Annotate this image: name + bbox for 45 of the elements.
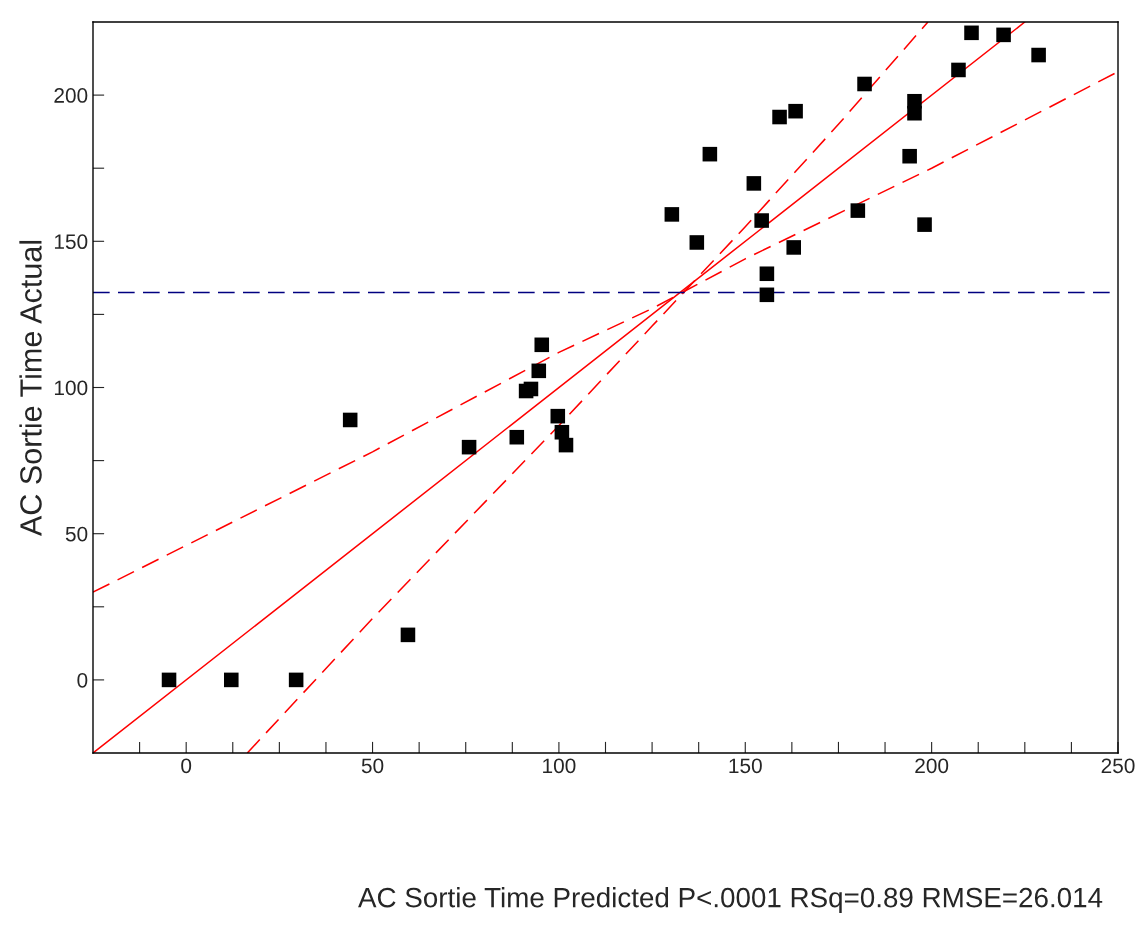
x-tick-label: 0: [181, 758, 192, 774]
x-axis-title: AC Sortie Time Predicted P<.0001 RSq=0.89 RMSE=26.014: [358, 887, 1103, 913]
point: [689, 235, 705, 250]
point: [1031, 47, 1046, 63]
y-tick-label: 100: [54, 380, 88, 396]
point: [951, 62, 966, 78]
point: [964, 25, 979, 41]
point: [857, 76, 872, 92]
x-tick-label: 100: [543, 758, 576, 774]
y-axis-title: AC Sortie Time Actual: [19, 240, 42, 537]
point: [702, 146, 718, 162]
point: [850, 203, 866, 218]
point: [996, 27, 1011, 43]
point: [523, 381, 539, 397]
point: [917, 217, 932, 232]
point: [902, 148, 917, 164]
point: [400, 627, 416, 643]
y-tick-label: 200: [54, 88, 88, 103]
point: [772, 109, 787, 125]
point: [754, 213, 769, 228]
x-tick-label: 200: [915, 758, 949, 774]
point: [531, 363, 547, 379]
y-tick-label: 0: [77, 672, 88, 688]
y-tick-label: 150: [54, 234, 88, 250]
y-tick-label: 50: [65, 526, 88, 542]
point: [509, 429, 525, 445]
x-tick-label: 150: [729, 758, 762, 774]
point: [550, 408, 566, 424]
point: [461, 439, 477, 455]
point: [746, 176, 762, 191]
point: [558, 437, 574, 453]
x-tick-label: 250: [1101, 758, 1135, 774]
point: [342, 412, 358, 428]
point: [554, 424, 570, 440]
point: [664, 207, 680, 222]
point: [534, 337, 550, 353]
point: [288, 672, 304, 688]
point: [907, 105, 922, 121]
x-tick-label: 50: [361, 758, 384, 774]
point: [759, 287, 775, 303]
point: [224, 672, 239, 688]
point: [759, 266, 775, 282]
point: [786, 240, 802, 255]
point: [788, 103, 803, 119]
point: [161, 672, 177, 688]
